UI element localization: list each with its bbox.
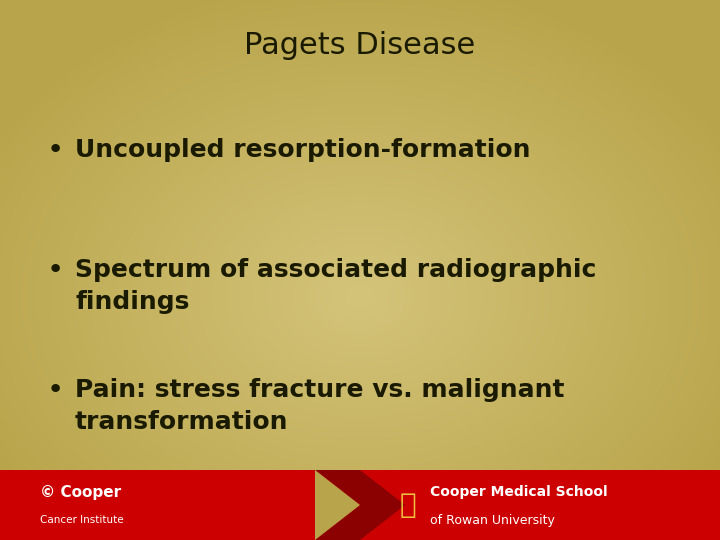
Text: Pain: stress fracture vs. malignant: Pain: stress fracture vs. malignant <box>75 378 564 402</box>
Text: © Cooper: © Cooper <box>40 485 121 500</box>
Text: Cooper Medical School: Cooper Medical School <box>430 485 608 500</box>
Text: •: • <box>46 376 63 404</box>
Bar <box>0 470 720 540</box>
Text: findings: findings <box>75 290 189 314</box>
Text: transformation: transformation <box>75 410 289 434</box>
Polygon shape <box>315 470 360 540</box>
Text: of Rowan University: of Rowan University <box>430 514 555 527</box>
Text: •: • <box>46 136 63 164</box>
Text: •: • <box>46 256 63 284</box>
Text: Spectrum of associated radiographic: Spectrum of associated radiographic <box>75 258 596 282</box>
Polygon shape <box>0 470 360 540</box>
Polygon shape <box>360 470 720 540</box>
Text: Pagets Disease: Pagets Disease <box>244 30 476 59</box>
Text: ⛨: ⛨ <box>400 491 416 519</box>
Polygon shape <box>315 470 405 540</box>
Text: Uncoupled resorption-formation: Uncoupled resorption-formation <box>75 138 531 162</box>
Text: Cancer Institute: Cancer Institute <box>40 515 124 525</box>
